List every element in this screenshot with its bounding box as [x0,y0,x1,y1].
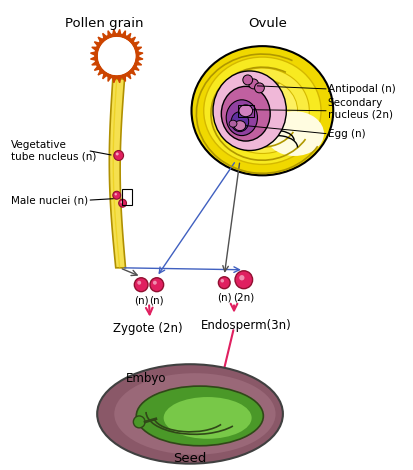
Circle shape [150,278,164,292]
Ellipse shape [227,79,297,142]
Polygon shape [90,56,97,61]
Polygon shape [95,42,102,47]
Polygon shape [132,42,139,47]
Ellipse shape [231,112,249,132]
Circle shape [114,150,123,160]
Text: Zygote (2n): Zygote (2n) [113,322,183,336]
Circle shape [249,79,259,89]
Polygon shape [90,52,97,56]
Ellipse shape [213,71,286,150]
Polygon shape [121,31,126,38]
Text: Secondary
nucleus (2n): Secondary nucleus (2n) [328,98,393,119]
Circle shape [114,193,117,196]
Circle shape [116,152,119,156]
Ellipse shape [221,86,270,141]
Polygon shape [92,61,99,65]
Polygon shape [92,47,99,52]
Circle shape [239,275,244,281]
Text: Male nuclei (n): Male nuclei (n) [11,195,88,205]
Polygon shape [109,79,126,268]
Polygon shape [112,30,117,37]
Text: Vegetative
tube nucleus (n): Vegetative tube nucleus (n) [11,140,97,161]
Ellipse shape [192,46,333,175]
Text: Ovule: Ovule [248,17,287,30]
Polygon shape [98,37,104,44]
Ellipse shape [216,68,309,154]
Polygon shape [132,65,139,70]
Circle shape [134,278,148,292]
Ellipse shape [234,121,246,131]
Ellipse shape [204,57,321,164]
Polygon shape [134,47,142,52]
Ellipse shape [136,386,263,446]
Polygon shape [136,56,143,61]
Polygon shape [125,33,131,40]
Circle shape [137,281,141,285]
Ellipse shape [265,111,324,156]
Ellipse shape [239,105,253,117]
Circle shape [119,199,126,207]
Circle shape [153,281,157,285]
Bar [238,105,254,117]
Polygon shape [125,71,131,79]
Text: Endosperm(3n): Endosperm(3n) [200,319,291,331]
Circle shape [121,201,123,204]
Bar [121,189,133,205]
Polygon shape [103,71,108,79]
Text: (n): (n) [134,296,149,306]
Polygon shape [134,61,142,65]
Polygon shape [117,76,121,83]
Polygon shape [117,30,121,37]
Text: Embyo: Embyo [126,372,166,385]
Text: Seed: Seed [173,452,207,465]
Polygon shape [129,69,135,75]
Circle shape [113,191,121,199]
Circle shape [243,75,253,85]
Circle shape [133,416,145,428]
Polygon shape [136,52,143,56]
Polygon shape [98,69,104,75]
Polygon shape [108,31,112,38]
Polygon shape [103,33,108,40]
Circle shape [235,271,253,289]
Circle shape [218,277,230,289]
Polygon shape [112,76,117,83]
Ellipse shape [114,373,275,454]
Text: (n): (n) [217,293,232,303]
Text: (2n): (2n) [233,293,254,303]
Text: (n): (n) [150,296,164,306]
Circle shape [254,83,264,93]
Polygon shape [108,74,112,81]
Text: Pollen grain: Pollen grain [65,17,143,30]
Text: Antipodal (n): Antipodal (n) [328,84,396,94]
Polygon shape [129,37,135,44]
Ellipse shape [164,397,252,439]
Circle shape [95,34,138,78]
Polygon shape [95,65,102,70]
Circle shape [221,279,224,282]
Text: Egg (n): Egg (n) [328,129,366,139]
Ellipse shape [97,364,283,463]
Circle shape [98,37,135,75]
Polygon shape [121,74,126,81]
Ellipse shape [229,120,237,127]
Ellipse shape [226,100,257,135]
